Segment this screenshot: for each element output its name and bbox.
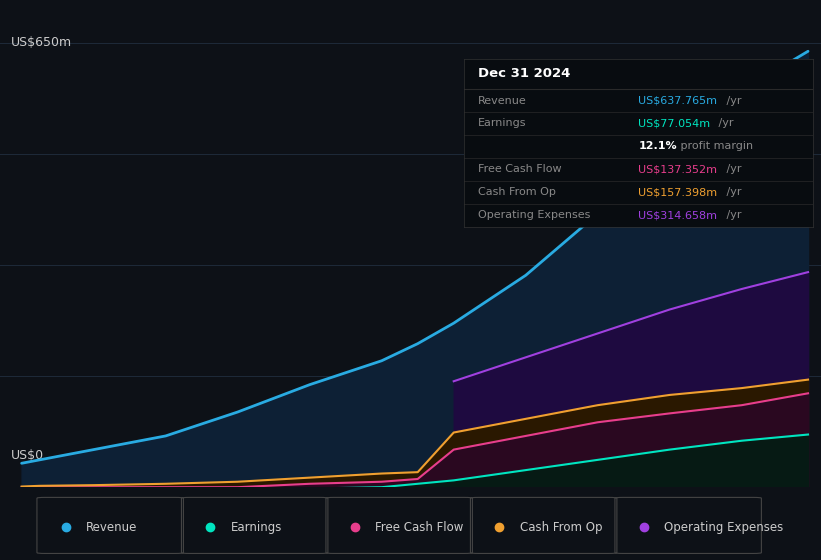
Text: US$314.658m: US$314.658m <box>639 211 718 220</box>
Text: Revenue: Revenue <box>478 96 526 105</box>
Text: /yr: /yr <box>722 211 741 220</box>
Text: US$650m: US$650m <box>11 36 71 49</box>
Text: US$637.765m: US$637.765m <box>639 96 718 105</box>
Text: Operating Expenses: Operating Expenses <box>478 211 590 220</box>
Text: 12.1%: 12.1% <box>639 142 677 151</box>
Text: Free Cash Flow: Free Cash Flow <box>375 521 464 534</box>
Text: /yr: /yr <box>715 119 734 128</box>
Text: /yr: /yr <box>722 96 741 105</box>
Text: /yr: /yr <box>722 165 741 174</box>
Text: Dec 31 2024: Dec 31 2024 <box>478 67 571 81</box>
Text: profit margin: profit margin <box>677 142 753 151</box>
Text: Cash From Op: Cash From Op <box>478 188 556 197</box>
Text: US$137.352m: US$137.352m <box>639 165 718 174</box>
Text: Cash From Op: Cash From Op <box>520 521 602 534</box>
Text: /yr: /yr <box>722 188 741 197</box>
Text: Earnings: Earnings <box>231 521 282 534</box>
Text: Revenue: Revenue <box>86 521 138 534</box>
Text: US$157.398m: US$157.398m <box>639 188 718 197</box>
Text: US$77.054m: US$77.054m <box>639 119 710 128</box>
Text: Free Cash Flow: Free Cash Flow <box>478 165 562 174</box>
Text: US$0: US$0 <box>11 449 44 461</box>
Text: Earnings: Earnings <box>478 119 526 128</box>
Text: Operating Expenses: Operating Expenses <box>664 521 783 534</box>
